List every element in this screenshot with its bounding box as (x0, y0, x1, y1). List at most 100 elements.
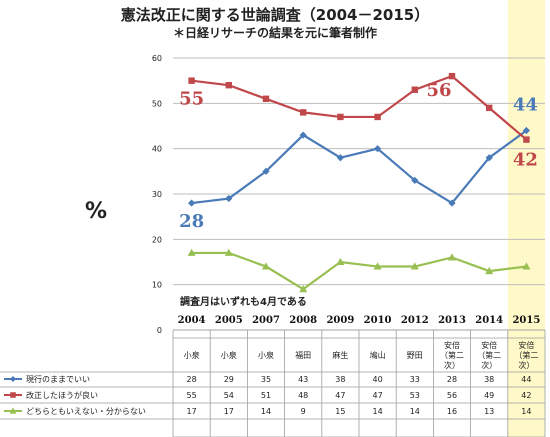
legend-label: 改正したほうが良い (26, 390, 98, 400)
data-point (188, 77, 195, 84)
survey-note: 調査月はいずれも4月である (180, 295, 307, 308)
series-lines (191, 74, 528, 291)
table-cell: 28 (447, 375, 457, 384)
value-annotation: 56 (426, 80, 451, 101)
prime-minister-label: 小泉 (258, 350, 274, 360)
data-point (523, 136, 530, 143)
x-tick-label: 2010 (364, 315, 392, 326)
data-point (448, 253, 456, 261)
table-cell: 53 (410, 391, 420, 400)
y-tick-label: 50 (152, 99, 162, 108)
series-markers (187, 72, 531, 293)
table-cell: 43 (298, 375, 308, 384)
prime-minister-label: 鳩山 (370, 350, 386, 360)
x-tick-label: 2012 (401, 315, 429, 326)
table-cell: 51 (261, 391, 271, 400)
table-cell: 49 (484, 391, 494, 400)
table-cell: 15 (335, 407, 345, 416)
data-point (522, 262, 531, 270)
table-cell: 29 (224, 375, 234, 384)
legend-marker (10, 376, 16, 382)
value-annotation: 42 (513, 150, 538, 171)
gridlines (173, 57, 545, 331)
data-point (262, 262, 270, 270)
data-point (373, 262, 382, 270)
data-point (374, 145, 382, 153)
data-point (374, 113, 381, 121)
data-point (522, 126, 530, 135)
prime-minister-label: 小泉 (221, 350, 237, 360)
legend-marker (10, 392, 16, 398)
data-point (486, 104, 493, 112)
table-cell: 9 (301, 407, 306, 416)
data-point (411, 176, 419, 184)
prime-minister-label: 小泉 (184, 350, 200, 360)
y-tick-label: 20 (152, 235, 162, 244)
legend-label: どちらともいえない・分からない (26, 407, 146, 416)
table-cell: 47 (373, 391, 383, 400)
x-tick-label: 2014 (475, 315, 503, 326)
y-axis-label: % (85, 199, 107, 224)
y-tick-label: 30 (152, 190, 162, 199)
table-cell: 38 (335, 375, 345, 384)
y-tick-label: 40 (152, 145, 162, 154)
table-cell: 17 (187, 407, 197, 416)
series-line (191, 129, 528, 205)
table-cell: 14 (373, 407, 383, 416)
data-point (485, 266, 494, 275)
data-point (299, 131, 307, 139)
data-point (336, 257, 345, 265)
chart-subtitle: ＊日経リサーチの結果を元に筆者制作 (173, 25, 377, 40)
data-point (262, 167, 270, 175)
data-point (299, 285, 308, 293)
table-cell: 54 (224, 391, 234, 400)
data-point (411, 86, 418, 93)
value-annotations: 55 28 56 44 42 (179, 80, 538, 232)
series-line (191, 251, 527, 291)
data-point (225, 82, 232, 89)
prime-minister-label: 安倍（第二次） (514, 340, 538, 370)
table-cell: 47 (335, 391, 345, 400)
table-cell: 56 (447, 391, 457, 400)
highlight-band (507, 0, 545, 437)
table-cell: 14 (410, 407, 420, 416)
table-cell: 55 (187, 391, 197, 400)
data-point (448, 72, 456, 80)
value-annotation: 44 (513, 95, 538, 116)
table-cell: 16 (447, 407, 457, 416)
table-cell: 14 (521, 407, 531, 416)
x-tick-label: 2009 (326, 315, 354, 326)
data-point (224, 248, 233, 256)
x-tick-label: 2008 (289, 315, 317, 326)
y-tick-label: 0 (157, 326, 162, 335)
chart-title: 憲法改正に関する世論調査（2004－2015） (120, 6, 430, 24)
prime-minister-label: 福田 (295, 351, 311, 360)
prime-minister-label: 安倍（第二次） (440, 340, 464, 370)
data-point (337, 113, 344, 121)
table-cell: 48 (298, 391, 308, 400)
data-table: 2004 2005 2007 2008 2009 2010 2012 2013 2014 2015… (0, 315, 546, 437)
series-line (191, 74, 528, 141)
table-cell: 13 (484, 407, 494, 416)
legend-marker (9, 407, 17, 414)
table-cell: 38 (484, 375, 494, 384)
data-point (262, 95, 270, 102)
value-annotation: 55 (179, 89, 204, 110)
table-cell: 35 (261, 375, 271, 384)
x-tick-label: 2015 (512, 315, 540, 326)
y-tick-labels: 0 10 20 30 40 50 60 (152, 54, 162, 335)
table-cell: 40 (373, 375, 383, 384)
prime-minister-label: 安倍（第二次） (477, 340, 501, 370)
data-point (300, 109, 307, 116)
table-cell: 44 (521, 375, 531, 384)
y-tick-label: 10 (152, 281, 162, 290)
data-point (187, 248, 196, 256)
x-tick-label: 2004 (178, 315, 206, 326)
data-point (336, 154, 344, 162)
table-cell: 33 (410, 375, 420, 384)
data-point (410, 262, 419, 270)
y-tick-label: 60 (152, 54, 162, 63)
table-cell: 14 (261, 407, 271, 416)
x-tick-label: 2013 (438, 315, 466, 326)
